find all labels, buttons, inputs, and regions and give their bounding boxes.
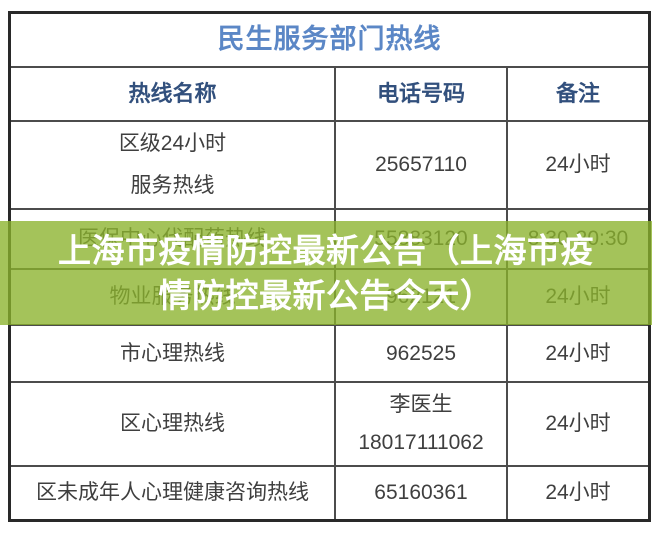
remark-cell: 24小时 [506, 326, 648, 381]
phone-contact-name: 李医生 [389, 393, 453, 416]
hotline-name-line: 服务热线 [130, 174, 215, 197]
column-header-phone-number: 电话号码 [334, 68, 506, 120]
column-header-remark: 备注 [506, 68, 648, 120]
hotline-name-cell: 区级24小时 服务热线 [11, 122, 334, 208]
phone-number: 18017111062 [358, 431, 484, 454]
watermark-title-line1: 上海市疫情防控最新公告（上海市疫 [58, 232, 594, 269]
phone-number-cell: 李医生 18017111062 [334, 383, 506, 465]
remark-cell: 24小时 [506, 122, 648, 208]
phone-number-cell: 25657110 [334, 122, 506, 208]
table-title-cell: 民生服务部门热线 [11, 14, 648, 66]
column-header-hotline-name: 热线名称 [128, 80, 217, 106]
table-title: 民生服务部门热线 [217, 24, 442, 55]
table-row: 区心理热线 李医生 18017111062 24小时 [11, 381, 648, 465]
hotline-name-cell: 市心理热线 [120, 341, 225, 365]
table-header-row: 热线名称 电话号码 备注 [11, 66, 648, 120]
watermark-overlay: 上海市疫情防控最新公告（上海市疫 情防控最新公告今天） [0, 221, 652, 325]
watermark-title-line2: 情防控最新公告今天） [158, 277, 494, 314]
table-row: 区未成年人心理健康咨询热线 65160361 24小时 [11, 465, 648, 519]
phone-number-cell: 962525 [334, 326, 506, 381]
hotline-name-cell: 区心理热线 [120, 412, 225, 436]
hotline-name-line: 区级24小时 [118, 132, 227, 155]
remark-cell: 24小时 [506, 467, 648, 519]
phone-number-cell: 65160361 [334, 467, 506, 519]
table-row: 市心理热线 962525 24小时 [11, 324, 648, 381]
remark-cell: 24小时 [506, 383, 648, 465]
table-title-row: 民生服务部门热线 [11, 14, 648, 66]
table-row: 区级24小时 服务热线 25657110 24小时 [11, 120, 648, 208]
hotline-name-cell: 区未成年人心理健康咨询热线 [36, 481, 309, 505]
